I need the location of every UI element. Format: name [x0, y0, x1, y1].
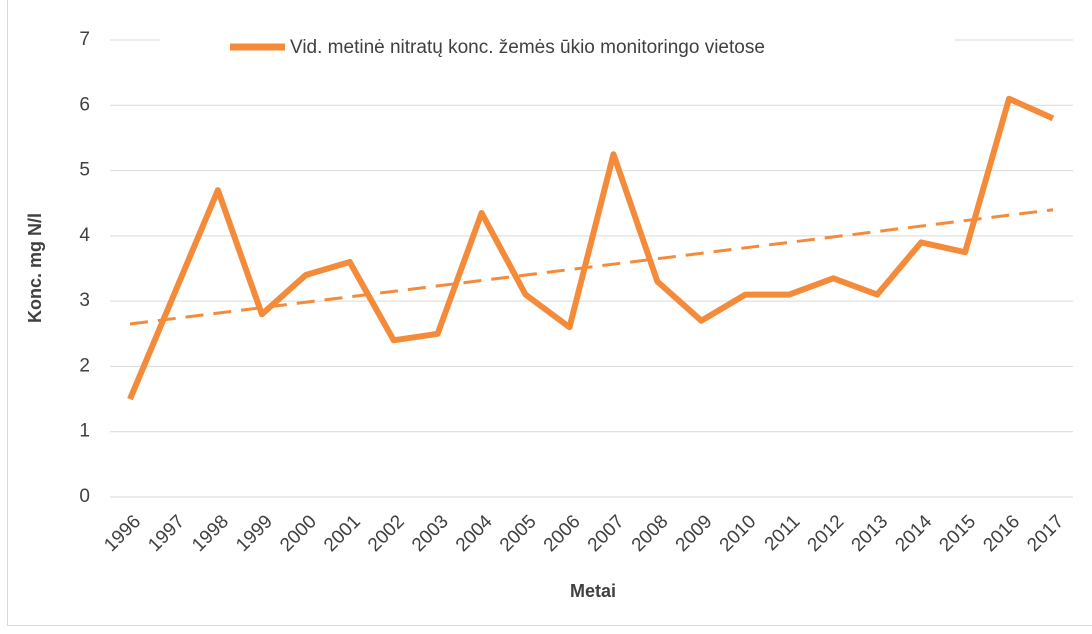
y-tick-label: 6: [79, 94, 90, 115]
y-tick-label: 1: [79, 421, 90, 442]
y-axis-title: Konc. mg N/l: [25, 213, 45, 323]
y-tick-label: 2: [79, 355, 90, 376]
legend: Vid. metinė nitratų konc. žemės ūkio mon…: [160, 28, 955, 66]
x-axis-title: Metai: [570, 581, 616, 601]
y-tick-label: 0: [79, 486, 90, 507]
legend-label: Vid. metinė nitratų konc. žemės ūkio mon…: [290, 37, 765, 58]
y-tick-label: 4: [79, 225, 90, 246]
y-tick-label: 3: [79, 290, 90, 311]
y-tick-label: 7: [79, 29, 90, 50]
y-tick-label: 5: [79, 160, 90, 181]
